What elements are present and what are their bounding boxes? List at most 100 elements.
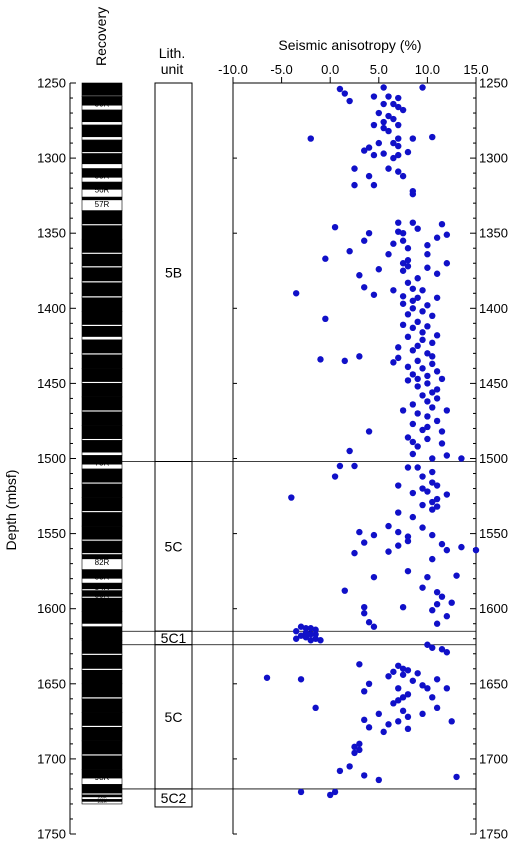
data-point <box>346 763 353 770</box>
data-point <box>433 495 441 503</box>
data-point <box>370 531 378 539</box>
data-point <box>443 260 451 267</box>
core-recovered <box>82 411 122 426</box>
core-recovered <box>82 267 122 282</box>
data-point <box>438 220 446 228</box>
data-point <box>380 100 387 108</box>
data-point <box>327 791 334 799</box>
data-point <box>399 237 407 244</box>
core-recovered <box>82 784 122 794</box>
data-point <box>380 124 387 132</box>
core-recovered <box>82 469 122 483</box>
core-recovered <box>82 383 122 397</box>
core-label: 50R <box>95 99 110 108</box>
core-recovered <box>82 740 122 755</box>
core-recovered <box>82 683 122 698</box>
data-point <box>453 773 460 781</box>
data-point <box>317 637 324 644</box>
data-point <box>433 395 441 402</box>
data-point <box>356 746 363 754</box>
data-point <box>297 676 305 683</box>
data-point <box>395 509 402 516</box>
data-point <box>312 704 319 712</box>
core-label: 57R <box>95 200 110 209</box>
core-recovered <box>82 182 122 190</box>
core-label: 69R <box>95 372 110 381</box>
data-point <box>399 260 407 267</box>
core-label: 71R <box>95 400 110 409</box>
data-point <box>438 428 446 435</box>
core-label: 59R <box>95 228 110 237</box>
core-recovered <box>82 569 122 579</box>
data-point <box>404 434 412 441</box>
data-point <box>409 513 417 521</box>
data-point <box>414 443 421 450</box>
data-point <box>395 528 402 536</box>
data-point <box>365 144 373 151</box>
data-point <box>351 462 358 470</box>
data-point <box>443 231 451 238</box>
data-point <box>351 749 358 757</box>
data-point <box>433 503 441 510</box>
right-depth-tick-label: 1250 <box>479 76 508 91</box>
data-point <box>443 685 451 692</box>
data-point <box>419 501 426 509</box>
data-point <box>429 353 436 360</box>
data-point <box>419 485 426 492</box>
data-point <box>404 263 412 270</box>
data-point <box>399 407 407 414</box>
data-point <box>341 357 348 365</box>
data-point <box>433 620 441 627</box>
data-point <box>361 772 368 779</box>
data-point <box>443 546 451 554</box>
x-tick-label: 5.0 <box>370 62 388 77</box>
data-point <box>346 447 353 455</box>
core-label: 80R <box>95 530 110 539</box>
data-point <box>414 670 421 677</box>
data-point <box>443 613 451 620</box>
data-point <box>365 619 373 626</box>
core-label: 98R <box>95 773 110 782</box>
data-point <box>302 629 310 636</box>
data-point <box>361 237 368 244</box>
data-point <box>443 452 451 459</box>
data-point <box>424 641 431 648</box>
core-label: 91R <box>95 673 110 682</box>
data-point <box>404 377 412 384</box>
data-point <box>395 482 402 489</box>
data-point <box>419 524 426 531</box>
data-point <box>409 677 417 684</box>
core-label: 74R <box>95 444 110 453</box>
data-point <box>419 473 426 480</box>
data-point <box>361 688 368 695</box>
data-point <box>443 649 451 656</box>
core-recovered <box>82 282 122 297</box>
data-point <box>419 336 426 344</box>
data-point <box>399 665 407 672</box>
core-recovered <box>82 210 122 225</box>
right-depth-tick-label: 1750 <box>479 827 508 842</box>
data-point <box>429 479 436 486</box>
data-point <box>399 694 407 701</box>
core-label: 61R <box>95 257 110 266</box>
data-point <box>433 294 441 301</box>
data-point <box>414 375 421 383</box>
lith-unit-header-line2: unit <box>161 61 184 77</box>
data-point <box>429 339 436 347</box>
data-point <box>395 542 402 549</box>
data-point <box>365 724 373 731</box>
data-point <box>424 251 431 258</box>
core-label: 87R <box>95 615 110 624</box>
x-tick-label: 10.0 <box>415 62 440 77</box>
data-point <box>419 365 426 372</box>
data-point <box>419 584 426 591</box>
data-point <box>356 740 363 748</box>
data-point <box>409 135 417 142</box>
data-point <box>341 587 348 594</box>
data-point <box>429 455 436 462</box>
data-point <box>433 600 441 608</box>
data-point <box>390 154 397 162</box>
data-point <box>292 290 300 297</box>
core-label: 77R <box>95 487 110 496</box>
core-recovered <box>82 590 122 597</box>
